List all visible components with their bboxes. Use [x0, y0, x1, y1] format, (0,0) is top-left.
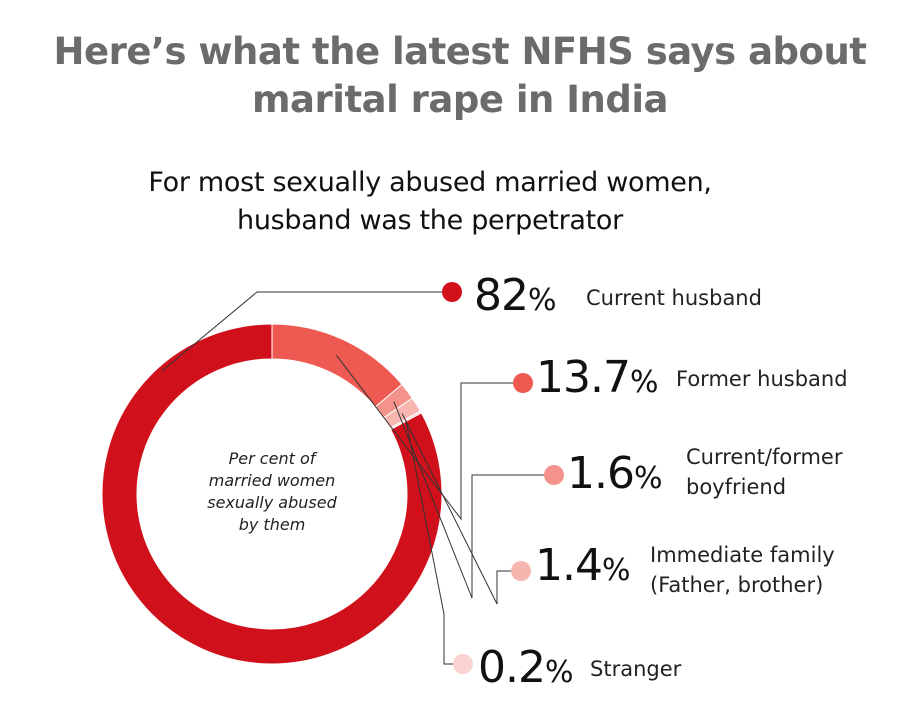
- percent-sign: %: [633, 461, 663, 496]
- legend-dot-current-husband: [442, 282, 462, 302]
- slice-label-former-husband: Former husband: [676, 364, 848, 394]
- percent-sign: %: [528, 283, 557, 318]
- slice-value-boyfriend: 1.6%: [567, 448, 663, 499]
- percent-sign: %: [629, 365, 659, 400]
- label-line-2: (Father, brother): [650, 573, 824, 597]
- label-line: Former husband: [676, 367, 848, 391]
- label-line: Current husband: [586, 286, 762, 310]
- slice-label-current-husband: Current husband: [586, 283, 762, 313]
- slice-label-immediate-family: Immediate family (Father, brother): [650, 540, 835, 600]
- value-number: 13.7: [536, 352, 631, 403]
- subtitle-line-1: For most sexually abused married women,: [148, 167, 712, 198]
- leader-line-current-husband: [161, 291, 452, 372]
- slice-value-current-husband: 82%: [474, 270, 557, 321]
- legend-dot-immediate-family: [511, 561, 531, 581]
- center-label-line-1: Per cent of: [228, 449, 316, 468]
- legend-dot-former-husband: [513, 373, 533, 393]
- value-number: 1.6: [567, 448, 635, 499]
- legend-dot-boyfriend: [544, 465, 564, 485]
- title-line-1: Here’s what the latest NFHS says about: [53, 30, 867, 73]
- leader-line-boyfriend: [393, 401, 554, 599]
- slice-label-stranger: Stranger: [590, 654, 681, 684]
- subtitle-line-2: husband was the perpetrator: [237, 205, 623, 236]
- slice-former-husband: [271, 323, 403, 408]
- percent-sign: %: [601, 553, 631, 588]
- percent-sign: %: [544, 655, 574, 690]
- value-number: 1.4: [535, 540, 603, 591]
- slice-value-stranger: 0.2%: [478, 642, 574, 693]
- leader-line-former-husband: [336, 354, 523, 521]
- page-title: Here’s what the latest NFHS says about m…: [0, 28, 920, 124]
- value-number: 0.2: [478, 642, 546, 693]
- slice-value-immediate-family: 1.4%: [535, 540, 631, 591]
- chart-subtitle: For most sexually abused married women, …: [0, 164, 860, 240]
- label-line: Stranger: [590, 657, 682, 681]
- title-line-2: marital rape in India: [252, 78, 669, 121]
- slice-value-former-husband: 13.7%: [536, 352, 658, 403]
- center-label-line-2: married women: [208, 471, 336, 490]
- value-number: 82: [474, 270, 529, 321]
- legend-dot-stranger: [453, 654, 473, 674]
- donut-center-label: Per cent of married women sexually abuse…: [192, 448, 352, 536]
- label-line-1: Immediate family: [650, 543, 835, 567]
- center-label-line-3: sexually abused: [207, 493, 337, 512]
- leader-lines: [161, 282, 564, 674]
- center-label-line-4: by them: [238, 515, 306, 534]
- slice-label-boyfriend: Current/former boyfriend: [686, 442, 842, 502]
- slice-current-husband: [101, 323, 443, 665]
- label-line-2: boyfriend: [686, 475, 787, 499]
- label-line-1: Current/former: [686, 445, 843, 469]
- leader-line-immediate-family: [401, 413, 521, 605]
